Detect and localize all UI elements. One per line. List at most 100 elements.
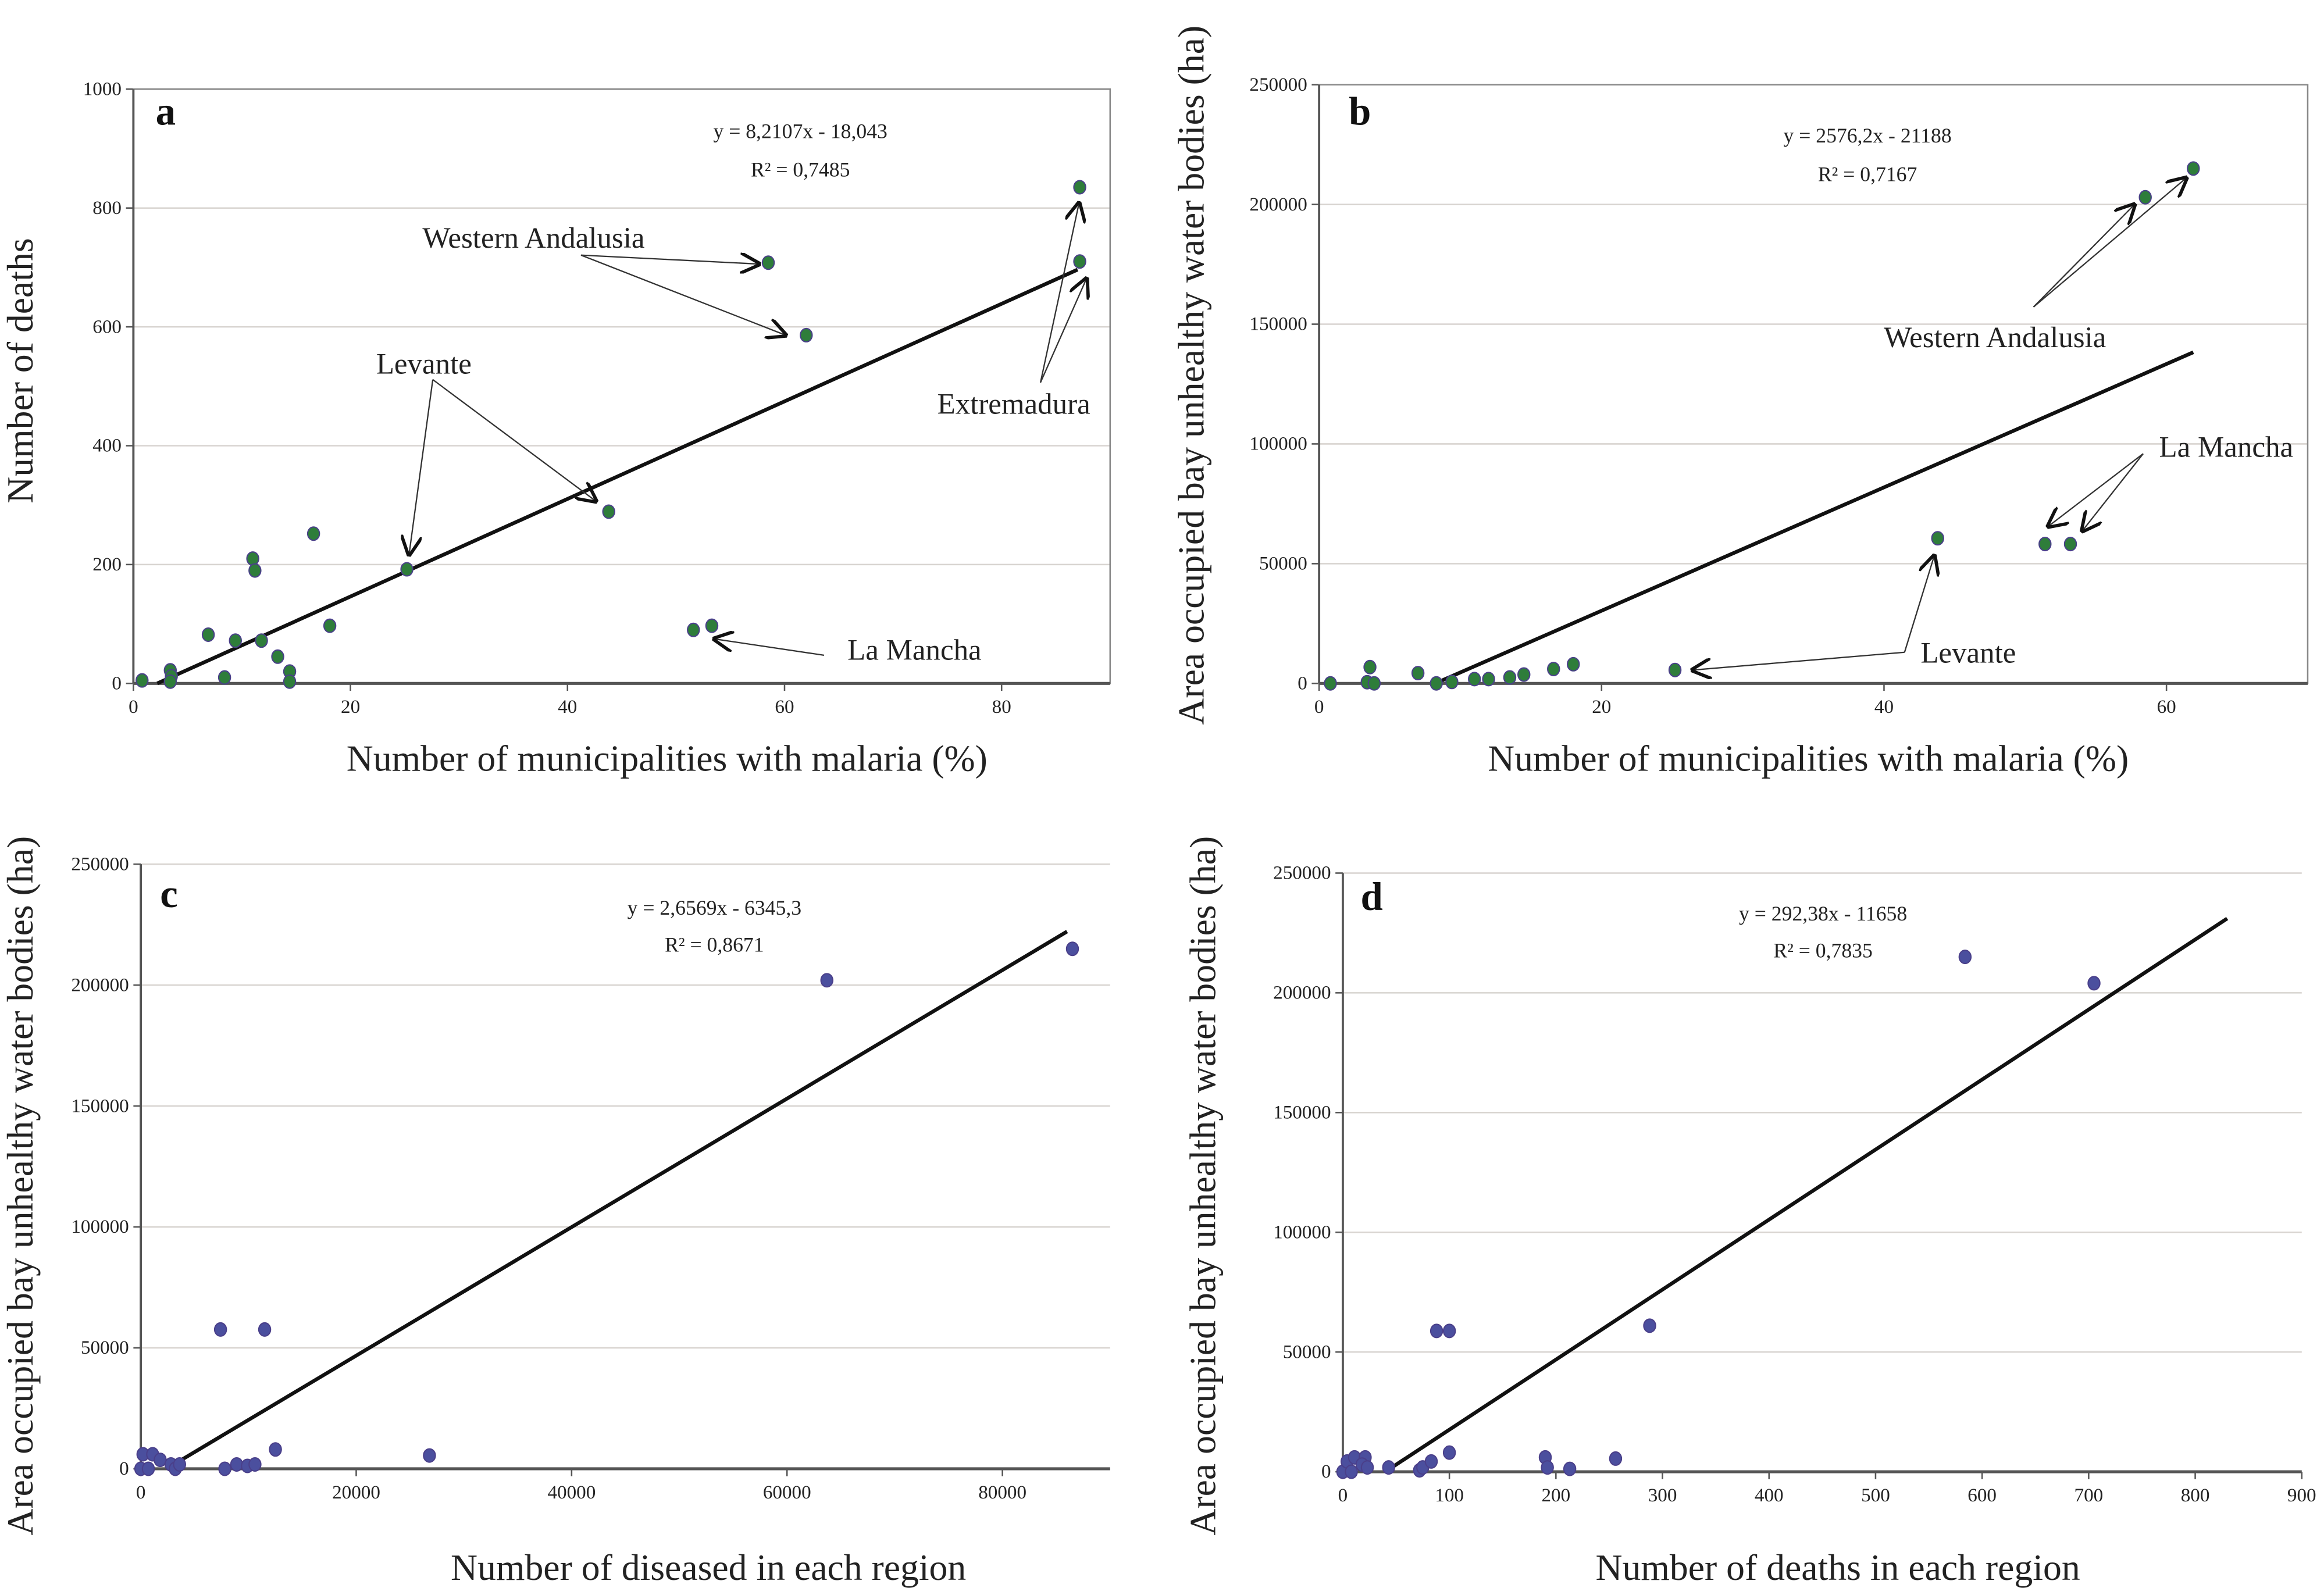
data-point [1430, 1323, 1443, 1339]
x-tick-label: 60 [2157, 696, 2176, 718]
data-point [246, 551, 259, 566]
x-tick-label: 0 [136, 1482, 146, 1503]
panel-label: b [1349, 89, 1371, 133]
data-point [1367, 676, 1381, 691]
data-point [1424, 1454, 1438, 1469]
x-tick-label: 40 [558, 696, 577, 718]
panel-a: 0 200 400 600 800 1000 0 20 40 60 80 a y = 8,2107x -… [0, 78, 1111, 779]
x-tick-label: 0 [129, 696, 138, 718]
data-point [248, 563, 262, 578]
data-point [400, 562, 414, 577]
data-point [136, 673, 149, 688]
regression-equation: y = 292,38x - 11658 [1739, 902, 1907, 925]
data-point [1468, 672, 1481, 687]
annotation-label: La Mancha [2159, 431, 2294, 463]
data-point [820, 973, 833, 988]
annotation-arrow [2033, 178, 2186, 308]
data-point [163, 674, 177, 689]
y-tick-label: 150000 [1249, 313, 1307, 335]
trend-line [1384, 916, 2229, 1473]
x-tick-label: 500 [1861, 1485, 1890, 1506]
annotation-arrow [2033, 205, 2134, 308]
y-tick-label: 250000 [1249, 74, 1307, 95]
regression-equation: y = 2,6569x - 6345,3 [628, 896, 801, 919]
y-tick-label: 200 [92, 554, 122, 575]
data-point [423, 1448, 436, 1463]
x-tick-label: 20 [1592, 696, 1611, 718]
y-tick-label: 50000 [81, 1337, 129, 1358]
data-point [705, 618, 719, 633]
data-point [258, 1322, 272, 1337]
data-point [1563, 1461, 1577, 1476]
panel-b: 0 50000 100000 150000 200000 250000 0 20 40 60 b y … [1170, 26, 2309, 779]
data-point [154, 1453, 167, 1468]
plot-frame [1318, 84, 2309, 684]
y-tick-label: 150000 [71, 1095, 129, 1116]
trend-line [1434, 350, 2194, 686]
annotation-arrow [409, 379, 434, 555]
x-axis-label: Number of deaths in each region [1596, 1547, 2080, 1588]
y-axis-label: Area occupied bay unhealthy water bodies… [1182, 836, 1224, 1536]
x-tick-label: 800 [2181, 1485, 2210, 1506]
annotation-arrow [2083, 453, 2144, 531]
annotation-arrow [432, 379, 596, 501]
data-point [1442, 1323, 1456, 1339]
x-tick-label: 200 [1541, 1485, 1570, 1506]
data-point [2187, 161, 2200, 176]
annotation-label: Extremadura [938, 388, 1090, 420]
data-point [1363, 659, 1377, 675]
data-point [323, 618, 337, 633]
y-axis-label: Area occupied bay unhealthy water bodies… [0, 836, 41, 1536]
data-point [201, 627, 215, 642]
data-point [2063, 537, 2077, 552]
data-point [1345, 1464, 1358, 1479]
y-tick-label: 100000 [1249, 433, 1307, 455]
x-tick-label: 60 [775, 696, 794, 718]
data-point [2038, 537, 2052, 552]
annotation-arrow [1904, 556, 1934, 653]
data-point [1931, 531, 1944, 546]
annotation-arrow [714, 639, 825, 656]
y-tick-label: 50000 [1259, 553, 1307, 575]
data-point [229, 633, 242, 648]
x-axis-label: Number of municipalities with malaria (%… [1488, 738, 2129, 779]
annotation-label: Levante [1920, 637, 2016, 670]
panel-label: a [156, 89, 176, 133]
x-tick-label: 300 [1648, 1485, 1677, 1506]
y-axis-label: Area occupied bay unhealthy water bodies… [1170, 26, 1211, 725]
data-point [1324, 676, 1337, 691]
data-point [283, 674, 297, 689]
data-point [2087, 976, 2101, 991]
data-point [602, 504, 615, 519]
x-tick-label: 80 [992, 696, 1011, 718]
data-point [1609, 1451, 1623, 1466]
panel-c: 0 50000 100000 150000 200000 250000 0 20000 4000… [0, 836, 1110, 1588]
data-point [1411, 666, 1425, 681]
x-tick-label: 40 [1874, 696, 1894, 718]
trend-line [156, 267, 1079, 686]
y-tick-label: 1000 [83, 78, 122, 100]
x-axis-label: Number of municipalities with malaria (%… [347, 738, 988, 779]
y-tick-label: 0 [119, 1458, 129, 1479]
data-point [1360, 1460, 1374, 1475]
trend-line [165, 930, 1068, 1471]
data-point [1517, 667, 1531, 682]
annotation-arrow [1039, 279, 1086, 383]
x-tick-label: 20000 [332, 1482, 380, 1503]
data-point [1445, 675, 1459, 690]
annotation-arrow [2048, 453, 2144, 526]
data-point [800, 327, 813, 342]
data-point [687, 622, 700, 637]
y-tick-label: 250000 [1273, 862, 1331, 884]
y-tick-label: 150000 [1273, 1101, 1331, 1123]
annotation-label: La Mancha [847, 634, 982, 666]
data-point [1668, 662, 1682, 677]
data-point [1958, 950, 1972, 965]
annotation-label: Levante [376, 348, 472, 381]
r-squared: R² = 0,7835 [1773, 939, 1872, 962]
annotation-arrow [1039, 204, 1079, 383]
data-point [1547, 662, 1560, 677]
x-axis-label: Number of diseased in each region [451, 1547, 966, 1588]
y-axis-label: Number of deaths [0, 238, 41, 503]
